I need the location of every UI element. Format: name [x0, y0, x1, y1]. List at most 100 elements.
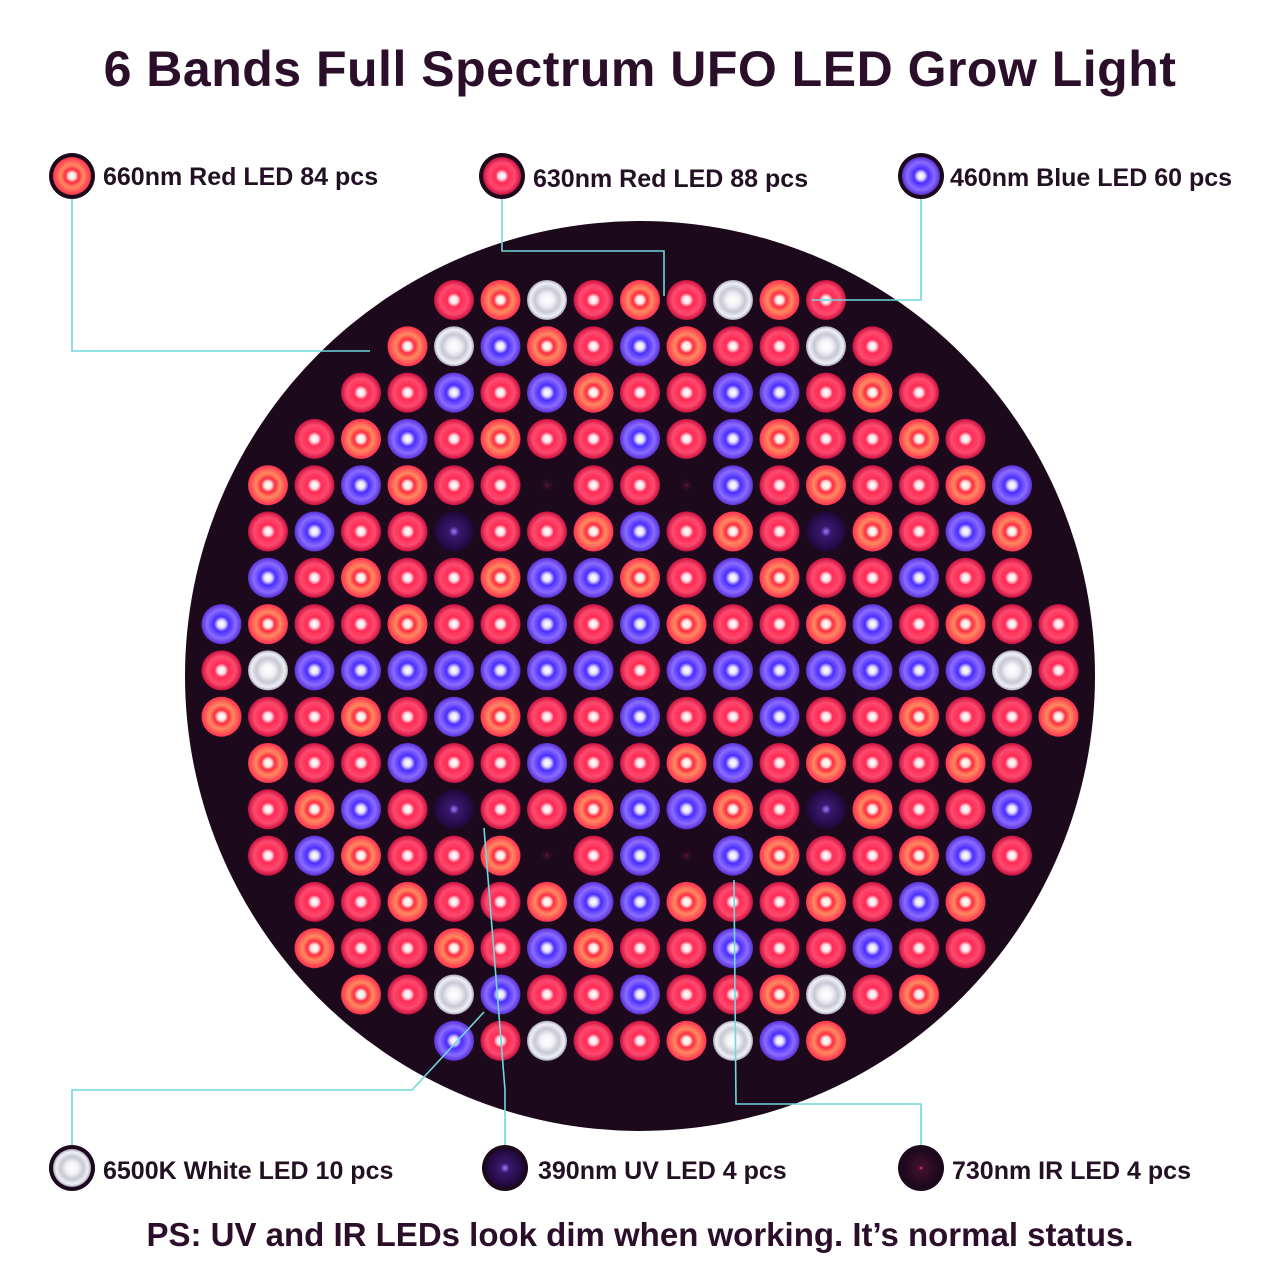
led-red — [480, 789, 521, 830]
led-white — [527, 1020, 567, 1061]
led-red — [945, 418, 986, 459]
led-orange — [759, 835, 800, 876]
legend-icon-730nm-ir — [902, 1149, 940, 1187]
led-red — [434, 418, 474, 459]
led-white — [713, 280, 753, 320]
led-red — [899, 372, 939, 413]
led-orange — [899, 835, 939, 876]
led-red — [387, 557, 428, 598]
led-blue — [759, 650, 800, 691]
led-red — [759, 743, 800, 783]
led-red — [899, 465, 939, 506]
led-red — [248, 789, 288, 830]
led-white — [992, 650, 1032, 691]
led-white — [434, 326, 474, 367]
led-blue — [620, 881, 660, 922]
led-white — [248, 650, 288, 691]
led-red — [434, 557, 474, 598]
led-orange — [480, 280, 521, 320]
led-orange — [480, 696, 521, 737]
led-white — [713, 1020, 753, 1061]
led-blue — [992, 465, 1032, 506]
led-red — [852, 465, 893, 506]
led-red — [620, 372, 660, 413]
footer-note: PS: UV and IR LEDs look dim when working… — [146, 1216, 1134, 1253]
led-orange — [759, 280, 800, 320]
led-red — [713, 696, 753, 737]
led-white — [806, 326, 846, 367]
led-red — [387, 835, 428, 876]
led-uv — [434, 511, 474, 552]
led-red — [527, 511, 567, 552]
legend-label-660nm-red: 660nm Red LED 84 pcs — [103, 163, 379, 191]
led-red — [620, 1020, 660, 1061]
led-blue — [387, 650, 428, 691]
led-orange — [480, 557, 521, 598]
leader-line-730nm-ir — [733, 879, 922, 1145]
led-blue — [713, 557, 753, 598]
led-orange — [294, 789, 335, 830]
led-red — [759, 789, 800, 830]
led-orange — [899, 418, 939, 459]
led-red — [666, 696, 707, 737]
led-blue — [480, 974, 521, 1015]
led-orange — [759, 418, 800, 459]
led-red — [294, 557, 335, 598]
led-orange — [666, 743, 707, 783]
led-red — [434, 881, 474, 922]
led-blue — [759, 696, 800, 737]
led-red — [759, 326, 800, 367]
led-blue — [527, 743, 567, 783]
led-red — [852, 835, 893, 876]
led-red — [759, 511, 800, 552]
led-uv — [806, 511, 846, 552]
leader-line-630nm-red — [501, 199, 665, 296]
led-red — [852, 881, 893, 922]
leader-line-390nm-uv — [483, 827, 506, 1145]
led-red — [666, 557, 707, 598]
led-red — [480, 372, 521, 413]
led-blue — [620, 974, 660, 1015]
led-red — [294, 743, 335, 783]
led-ir — [541, 479, 553, 492]
led-orange — [573, 511, 614, 552]
led-blue — [713, 465, 753, 506]
led-red — [945, 928, 986, 969]
led-blue — [852, 604, 893, 645]
led-red — [852, 696, 893, 737]
led-orange — [248, 743, 288, 783]
led-red — [852, 743, 893, 783]
led-orange — [294, 928, 335, 969]
led-red — [573, 465, 614, 506]
led-blue — [759, 1020, 800, 1061]
led-red — [852, 326, 893, 367]
led-blue — [527, 650, 567, 691]
led-red — [480, 928, 521, 969]
led-blue — [713, 743, 753, 783]
led-blue — [759, 372, 800, 413]
led-red — [573, 280, 614, 320]
led-red — [666, 928, 707, 969]
led-blue — [899, 557, 939, 598]
led-red — [387, 372, 428, 413]
led-red — [201, 650, 242, 691]
led-red — [666, 418, 707, 459]
led-orange — [806, 604, 846, 645]
led-orange — [341, 418, 381, 459]
page-title: 6 Bands Full Spectrum UFO LED Grow Light — [103, 41, 1177, 97]
led-ir — [680, 479, 693, 492]
led-orange — [573, 789, 614, 830]
led-red — [992, 604, 1032, 645]
led-red — [573, 604, 614, 645]
legend-label-6500k-white: 6500K White LED 10 pcs — [103, 1157, 394, 1185]
legend-icon-460nm-blue — [902, 157, 940, 195]
led-orange — [945, 743, 986, 783]
led-orange — [806, 1020, 846, 1061]
led-orange — [341, 835, 381, 876]
led-blue — [945, 511, 986, 552]
led-red — [713, 326, 753, 367]
led-blue — [480, 326, 521, 367]
led-blue — [387, 743, 428, 783]
led-red — [341, 511, 381, 552]
led-orange — [713, 511, 753, 552]
